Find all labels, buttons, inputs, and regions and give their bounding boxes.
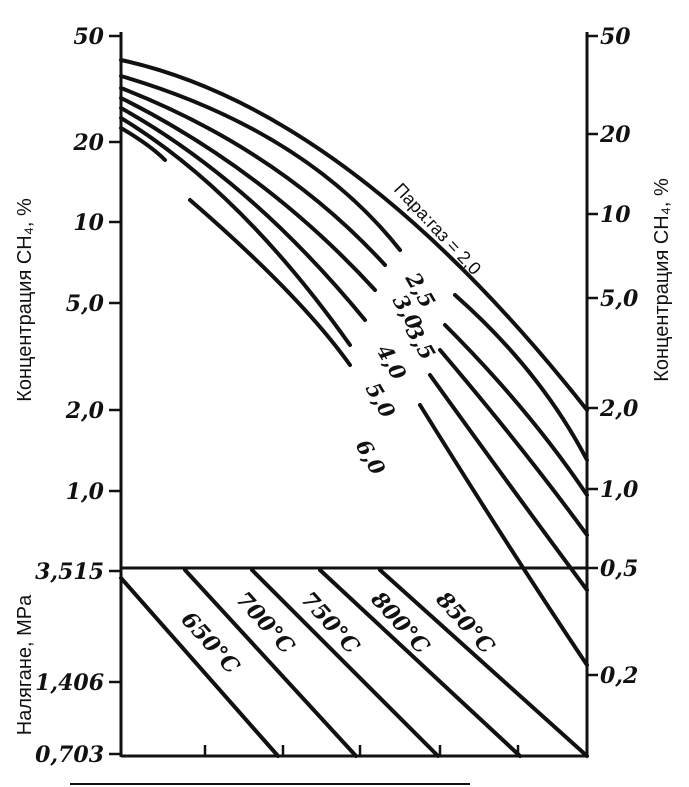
temperature-line-750 [250,568,440,758]
curve-6-0 [188,198,352,367]
curve-2-0 [119,58,589,412]
curve-4-0 [119,106,367,322]
left-tick-label: 50 [73,24,104,50]
curve-3-5 [438,348,589,537]
left-tick-label: 5,0 [66,291,105,317]
curve-3-0 [443,323,589,497]
right-tick-label: 0,2 [600,663,638,689]
pressure-tick-label: 0,703 [35,742,104,768]
curve-2-5 [119,74,402,252]
right-tick-label: 1,0 [600,477,639,503]
pressure-tick-label: 1,406 [35,670,104,696]
axis-tick-labels: 50 20 10 5,0 2,0 1,0 50 20 10 5,0 2,0 1,0 0,5 0,2 3,51… [35,24,639,768]
curve-5-0 [418,403,589,667]
steam-gas-ratio-title: Пара:газ = 2,0 [390,179,485,279]
right-axis-title: Концентрация CH₄, % [651,178,673,382]
pressure-tick-label: 3,515 [35,559,104,585]
curve-3-5 [119,96,377,292]
temperature-lines [119,568,589,758]
temperature-line-800 [318,568,522,758]
curve-label: 5,0 [361,378,401,422]
axis-ticks [109,34,598,756]
left-tick-label: 1,0 [66,479,105,505]
concentration-curves [119,58,589,667]
curve-label: 4,0 [372,340,412,384]
temperature-label: 650°C [176,607,245,680]
curve-4-0 [428,373,589,592]
left-tick-label: 20 [72,130,104,156]
right-tick-label: 2,0 [599,396,639,422]
right-tick-label: 10 [600,202,631,228]
temperature-label: 700°C [231,587,300,660]
pressure-axis-title: Налягане, MPa [14,594,36,735]
temperature-line-700 [183,568,358,758]
right-tick-label: 5,0 [600,286,639,312]
curve-3-0 [119,86,387,267]
temperature-line-850 [378,568,589,758]
left-axis-title: Концентрация CH₄, % [14,198,36,402]
left-tick-label: 10 [73,210,104,236]
right-tick-label: 0,5 [600,556,638,582]
right-tick-label: 50 [600,24,631,50]
left-tick-label: 2,0 [65,398,105,424]
right-tick-label: 20 [599,122,631,148]
curve-2-5 [453,293,589,462]
curve-label: 6,0 [351,435,391,479]
curve-5-0 [119,116,352,347]
curve-6-0 [119,126,167,162]
temperature-line-650 [119,576,280,758]
